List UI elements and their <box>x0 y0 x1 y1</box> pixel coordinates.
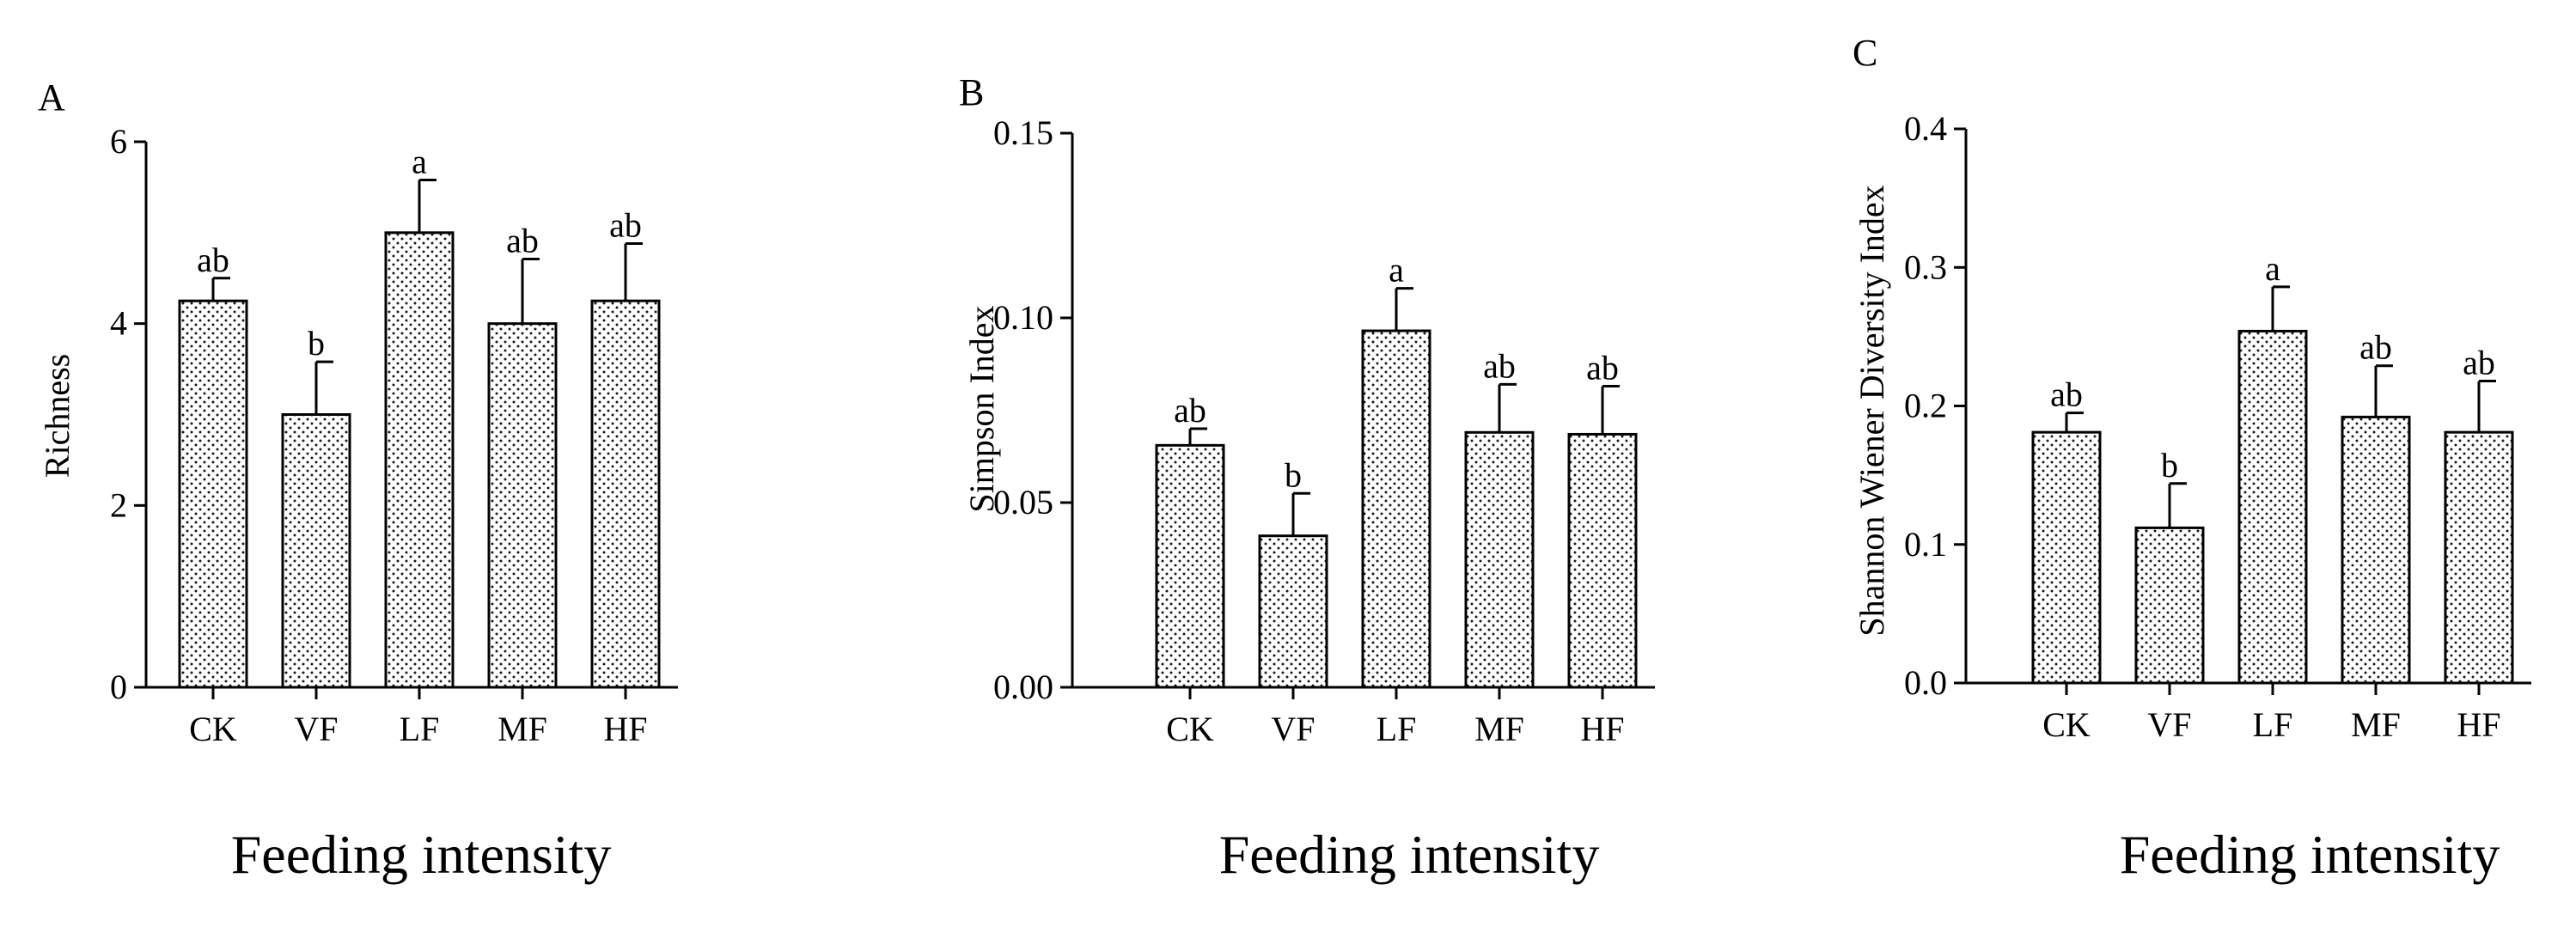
panel-letter-a: A <box>38 76 65 119</box>
y-tick-label: 0.10 <box>993 298 1053 337</box>
plot-area-a: 0 2 4 6 ab CK b VF a LF ab MF ab HF <box>110 122 678 748</box>
x-axis-title-a: Feeding intensity <box>231 824 612 885</box>
y-tick-label: 0 <box>110 668 127 706</box>
x-tick-label: CK <box>2042 705 2091 744</box>
bar-mf <box>487 322 558 689</box>
x-tick-label: MF <box>497 710 547 748</box>
bar-lf <box>2237 329 2308 685</box>
x-tick-label: MF <box>1474 710 1524 748</box>
bar-mf <box>1464 430 1535 689</box>
bar-ck <box>2031 430 2102 685</box>
bar-vf <box>1258 534 1328 689</box>
bar-lf <box>384 231 455 689</box>
y-tick-label: 2 <box>110 485 127 524</box>
significance-label: ab <box>609 206 642 245</box>
significance-label: a <box>2265 249 2280 288</box>
significance-label: a <box>1389 251 1404 290</box>
x-tick-label: VF <box>1271 710 1315 748</box>
plot-area-b: 0.00 0.05 0.10 0.15 ab CK b VF a LF ab MF ab HF <box>993 113 1655 748</box>
x-tick-label: VF <box>294 710 338 748</box>
bar-lf <box>1361 329 1431 689</box>
significance-label: ab <box>1586 349 1619 387</box>
bar-vf <box>2134 526 2205 685</box>
significance-label: ab <box>1174 391 1206 430</box>
x-axis-title-c: Feeding intensity <box>2120 824 2500 885</box>
significance-label: ab <box>506 222 539 260</box>
plot-area-c: 0.0 0.1 0.2 0.3 0.4 ab CK b VF a LF ab MF ab HF <box>1904 109 2531 744</box>
x-axis-title-b: Feeding intensity <box>1219 824 1600 885</box>
x-tick-label: CK <box>189 710 237 748</box>
x-tick-label: VF <box>2147 705 2191 744</box>
y-tick-label: 0.2 <box>1904 387 1947 425</box>
bar-ck <box>178 299 248 689</box>
bar-mf <box>2341 415 2411 685</box>
x-tick-label: HF <box>2457 705 2500 744</box>
x-tick-label: MF <box>2351 705 2401 744</box>
bar-hf <box>590 299 661 689</box>
significance-label: ab <box>2359 328 2392 367</box>
bar-ck <box>1155 443 1225 689</box>
y-tick-label: 6 <box>110 122 127 161</box>
y-tick-label: 0.1 <box>1904 525 1947 564</box>
x-tick-label: HF <box>1580 710 1624 748</box>
x-tick-label: CK <box>1166 710 1214 748</box>
panel-letter-b: B <box>959 71 984 113</box>
significance-label: ab <box>2463 343 2495 381</box>
significance-label: ab <box>197 241 229 279</box>
panel-letter-c: C <box>1853 32 1877 74</box>
significance-label: b <box>2161 446 2178 485</box>
bar-vf <box>281 413 351 689</box>
y-axis-label-a: Richness <box>38 354 76 478</box>
y-tick-label: 4 <box>110 304 127 343</box>
y-tick-label: 0.15 <box>993 113 1053 152</box>
y-tick-label: 0.00 <box>993 668 1053 706</box>
significance-label: b <box>308 324 325 363</box>
y-axis-label-c: Shannon Wiener Diversity Index <box>1853 185 1891 636</box>
x-tick-label: LF <box>2253 705 2293 744</box>
y-tick-label: 0.05 <box>993 483 1053 521</box>
significance-label: b <box>1285 455 1302 494</box>
x-tick-label: LF <box>400 710 440 748</box>
panel-c: C Shannon Wiener Diversity Index Feeding… <box>1853 32 2531 885</box>
significance-label: a <box>412 142 427 180</box>
x-tick-label: HF <box>603 710 647 748</box>
y-tick-label: 0.3 <box>1904 247 1947 286</box>
y-tick-label: 0.4 <box>1904 109 1947 148</box>
y-tick-label: 0.0 <box>1904 663 1947 702</box>
bar-hf <box>2444 430 2514 685</box>
significance-label: ab <box>1483 346 1516 385</box>
y-axis-label-b: Simpson Index <box>962 305 1001 512</box>
bar-hf <box>1567 432 1638 689</box>
x-tick-label: LF <box>1377 710 1417 748</box>
panel-a: A Richness Feeding intensity 0 2 4 6 ab CK b VF… <box>38 76 678 885</box>
significance-label: ab <box>2050 375 2083 414</box>
panel-b: B Simpson Index Feeding intensity 0.000.… <box>959 71 1655 885</box>
